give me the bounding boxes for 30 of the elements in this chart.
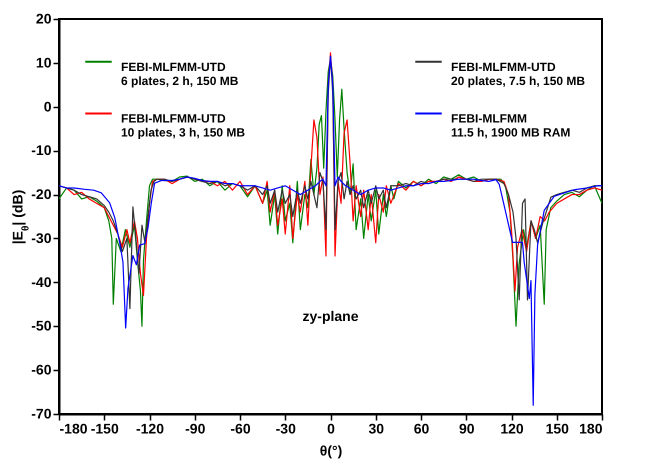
x-tick-label: 60 [414,420,430,436]
x-tick-label: 0 [327,420,336,436]
x-axis-title: θ(°) [320,442,342,458]
y-tick-label: 0 [44,98,52,114]
y-tick-label: 10 [36,54,52,70]
legend-label: FEBI-MLFMM-UTD 6 plates, 2 h, 150 MB [121,60,239,88]
legend-label: FEBI-MLFMM-UTD 10 plates, 3 h, 150 MB [121,112,246,140]
x-tick-label: -90 [185,420,206,436]
x-tick-label: 180 [579,420,603,436]
y-tick-label: -50 [31,318,52,334]
legend-label: FEBI-MLFMM-UTD 20 plates, 7.5 h, 150 MB [451,60,586,88]
y-tick-label: -40 [31,274,52,290]
legend-label: FEBI-MLFMM 11.5 h, 1900 MB RAM [451,112,570,140]
y-tick-label: -60 [31,362,52,378]
annotation: zy-plane [302,308,359,324]
x-tick-label: 120 [500,420,524,436]
x-tick-label: 150 [546,420,570,436]
y-tick-label: -10 [31,142,52,158]
y-tick-label: 20 [36,10,52,26]
x-tick-label: -150 [90,420,119,436]
x-tick-label: -120 [136,420,164,436]
y-tick-label: -20 [31,186,52,202]
line-series [59,56,602,406]
x-tick-label: -60 [230,420,251,436]
x-tick-label: 90 [458,420,475,436]
x-tick-label: -30 [276,420,296,436]
y-tick-label: -30 [31,230,52,246]
y-tick-label: -70 [31,406,52,422]
x-tick-label: -180 [60,420,88,436]
x-tick-label: 30 [368,420,384,436]
